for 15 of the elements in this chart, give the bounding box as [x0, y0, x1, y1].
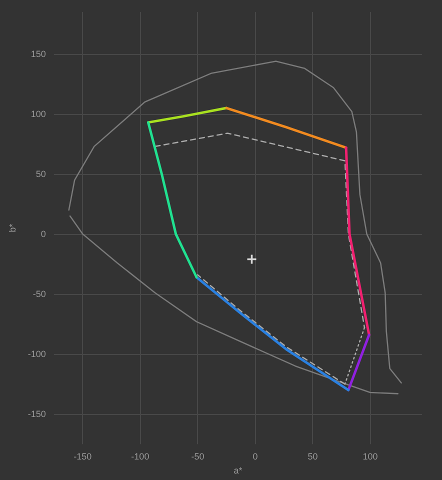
y-tick-label: -150	[28, 409, 46, 420]
x-axis-title: a*	[234, 466, 243, 476]
x-tick-label: -150	[74, 452, 92, 462]
y-tick-label: -100	[28, 349, 46, 360]
x-tick-label: 50	[308, 452, 318, 462]
y-tick-label: 150	[30, 49, 46, 60]
x-tick-label: -100	[131, 452, 150, 462]
x-tick-label: 100	[362, 452, 378, 462]
x-tick-label: 0	[252, 452, 258, 462]
y-tick-label: 0	[40, 229, 46, 240]
y-axis-title: b*	[8, 223, 18, 232]
x-tick-label: -50	[191, 452, 204, 462]
y-tick-label: 50	[36, 169, 46, 180]
y-tick-label: 100	[30, 109, 46, 120]
y-tick-label: -50	[32, 289, 46, 300]
